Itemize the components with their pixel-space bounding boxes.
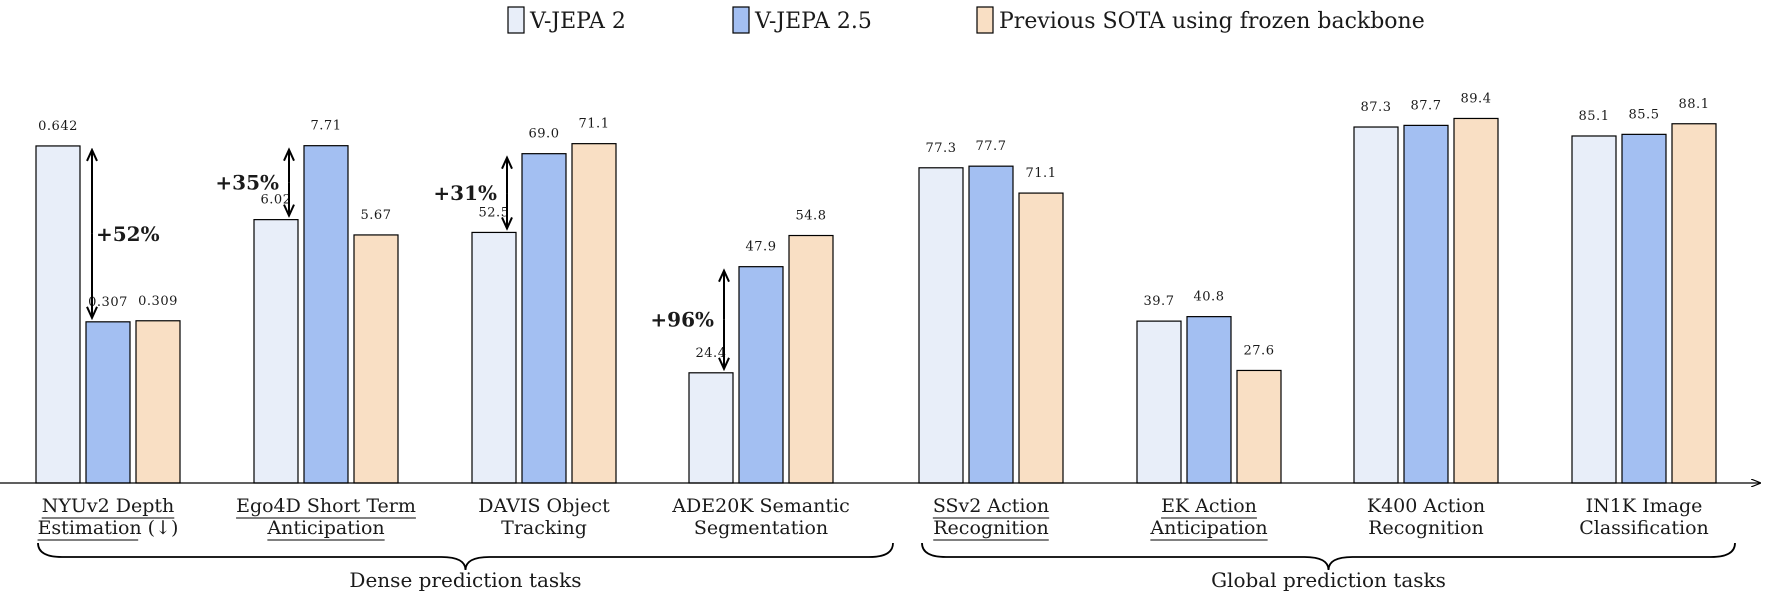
bar bbox=[135, 320, 181, 484]
category-label: Classification bbox=[1579, 517, 1709, 539]
value-label: 69.0 bbox=[529, 127, 560, 142]
group-brace bbox=[37, 542, 894, 571]
bar bbox=[253, 219, 299, 484]
legend-label-3: Previous SOTA using frozen backbone bbox=[999, 9, 1425, 34]
bar bbox=[738, 266, 784, 484]
bar bbox=[353, 234, 399, 484]
value-label: 77.3 bbox=[926, 141, 957, 156]
bar bbox=[571, 143, 617, 484]
bar bbox=[1403, 124, 1449, 484]
gain-label: +35% bbox=[215, 171, 279, 195]
bar bbox=[1671, 123, 1717, 484]
bar bbox=[1186, 316, 1232, 484]
value-label: 71.1 bbox=[1026, 166, 1057, 181]
bar bbox=[1018, 192, 1064, 484]
legend-swatch-2 bbox=[732, 6, 750, 34]
bar bbox=[35, 145, 81, 484]
value-label: 52.5 bbox=[479, 205, 510, 220]
value-label: 0.309 bbox=[138, 294, 178, 309]
bar bbox=[471, 231, 517, 484]
value-label: 6.02 bbox=[261, 193, 292, 208]
bar bbox=[1353, 126, 1399, 484]
category-label: Anticipation bbox=[1149, 517, 1267, 539]
value-label: 71.1 bbox=[579, 117, 610, 132]
group-label: Dense prediction tasks bbox=[349, 568, 581, 592]
value-label: 85.5 bbox=[1629, 107, 1660, 122]
category-label: ADE20K Semantic bbox=[671, 495, 849, 517]
category-label: NYUv2 Depth bbox=[42, 495, 175, 517]
category-label: IN1K Image bbox=[1586, 495, 1703, 517]
value-label: 39.7 bbox=[1144, 294, 1175, 309]
bars bbox=[35, 117, 1717, 484]
category-label: SSv2 Action bbox=[933, 495, 1049, 517]
value-label: 77.7 bbox=[976, 139, 1007, 154]
value-label: 7.71 bbox=[311, 119, 342, 134]
bar bbox=[521, 153, 567, 484]
category-label: K400 Action bbox=[1367, 495, 1485, 517]
value-label: 0.642 bbox=[38, 119, 78, 134]
bar bbox=[1571, 135, 1617, 484]
category-label: Ego4D Short Term bbox=[236, 495, 416, 517]
gain-label: +96% bbox=[650, 308, 714, 332]
bar bbox=[1621, 133, 1667, 484]
value-label: 88.1 bbox=[1679, 97, 1710, 112]
category-label: DAVIS Object bbox=[478, 495, 610, 517]
category-label: EK Action bbox=[1161, 495, 1257, 517]
value-label: 54.8 bbox=[796, 209, 827, 224]
gain-label: +52% bbox=[96, 222, 160, 246]
group-brace bbox=[921, 542, 1736, 571]
group-braces: Dense prediction tasks Global prediction … bbox=[37, 542, 1736, 592]
bar bbox=[85, 321, 131, 484]
bar bbox=[1136, 320, 1182, 484]
value-label: 24.4 bbox=[696, 346, 727, 361]
category-label: Recognition bbox=[933, 517, 1049, 539]
category-label: Estimation (↓) bbox=[38, 517, 179, 539]
value-label: 27.6 bbox=[1244, 343, 1275, 358]
legend-label-1: V-JEPA 2 bbox=[529, 9, 626, 34]
bar bbox=[918, 167, 964, 484]
category-label: Segmentation bbox=[694, 517, 828, 539]
value-label: 87.7 bbox=[1411, 98, 1442, 113]
value-label: 47.9 bbox=[746, 240, 777, 255]
category-label: Recognition bbox=[1368, 517, 1484, 539]
category-label: Anticipation bbox=[266, 517, 384, 539]
value-label: 87.3 bbox=[1361, 100, 1392, 115]
gain-annotations: +52% +35% +31% +96% bbox=[92, 150, 724, 369]
bar bbox=[303, 145, 349, 484]
group-label: Global prediction tasks bbox=[1211, 568, 1446, 592]
legend-swatch-3 bbox=[976, 6, 994, 34]
bar bbox=[788, 234, 834, 484]
gain-label: +31% bbox=[433, 181, 497, 205]
value-label: 89.4 bbox=[1461, 91, 1492, 106]
category-label: Tracking bbox=[501, 517, 587, 539]
value-labels: 0.642 0.307 0.309 6.02 7.71 5.67 52.5 69.0 71.1 2… bbox=[38, 91, 1709, 360]
bar bbox=[1236, 369, 1282, 484]
value-label: 85.1 bbox=[1579, 109, 1610, 124]
value-label: 0.307 bbox=[88, 295, 128, 310]
legend-label-2: V-JEPA 2.5 bbox=[754, 9, 872, 34]
value-label: 40.8 bbox=[1194, 290, 1225, 305]
value-label: 5.67 bbox=[361, 208, 392, 223]
bar bbox=[688, 372, 734, 484]
legend: V-JEPA 2 V-JEPA 2.5 Previous SOTA using fr… bbox=[507, 6, 1425, 34]
legend-swatch-1 bbox=[507, 6, 525, 34]
bar bbox=[1453, 117, 1499, 484]
bar bbox=[968, 165, 1014, 484]
